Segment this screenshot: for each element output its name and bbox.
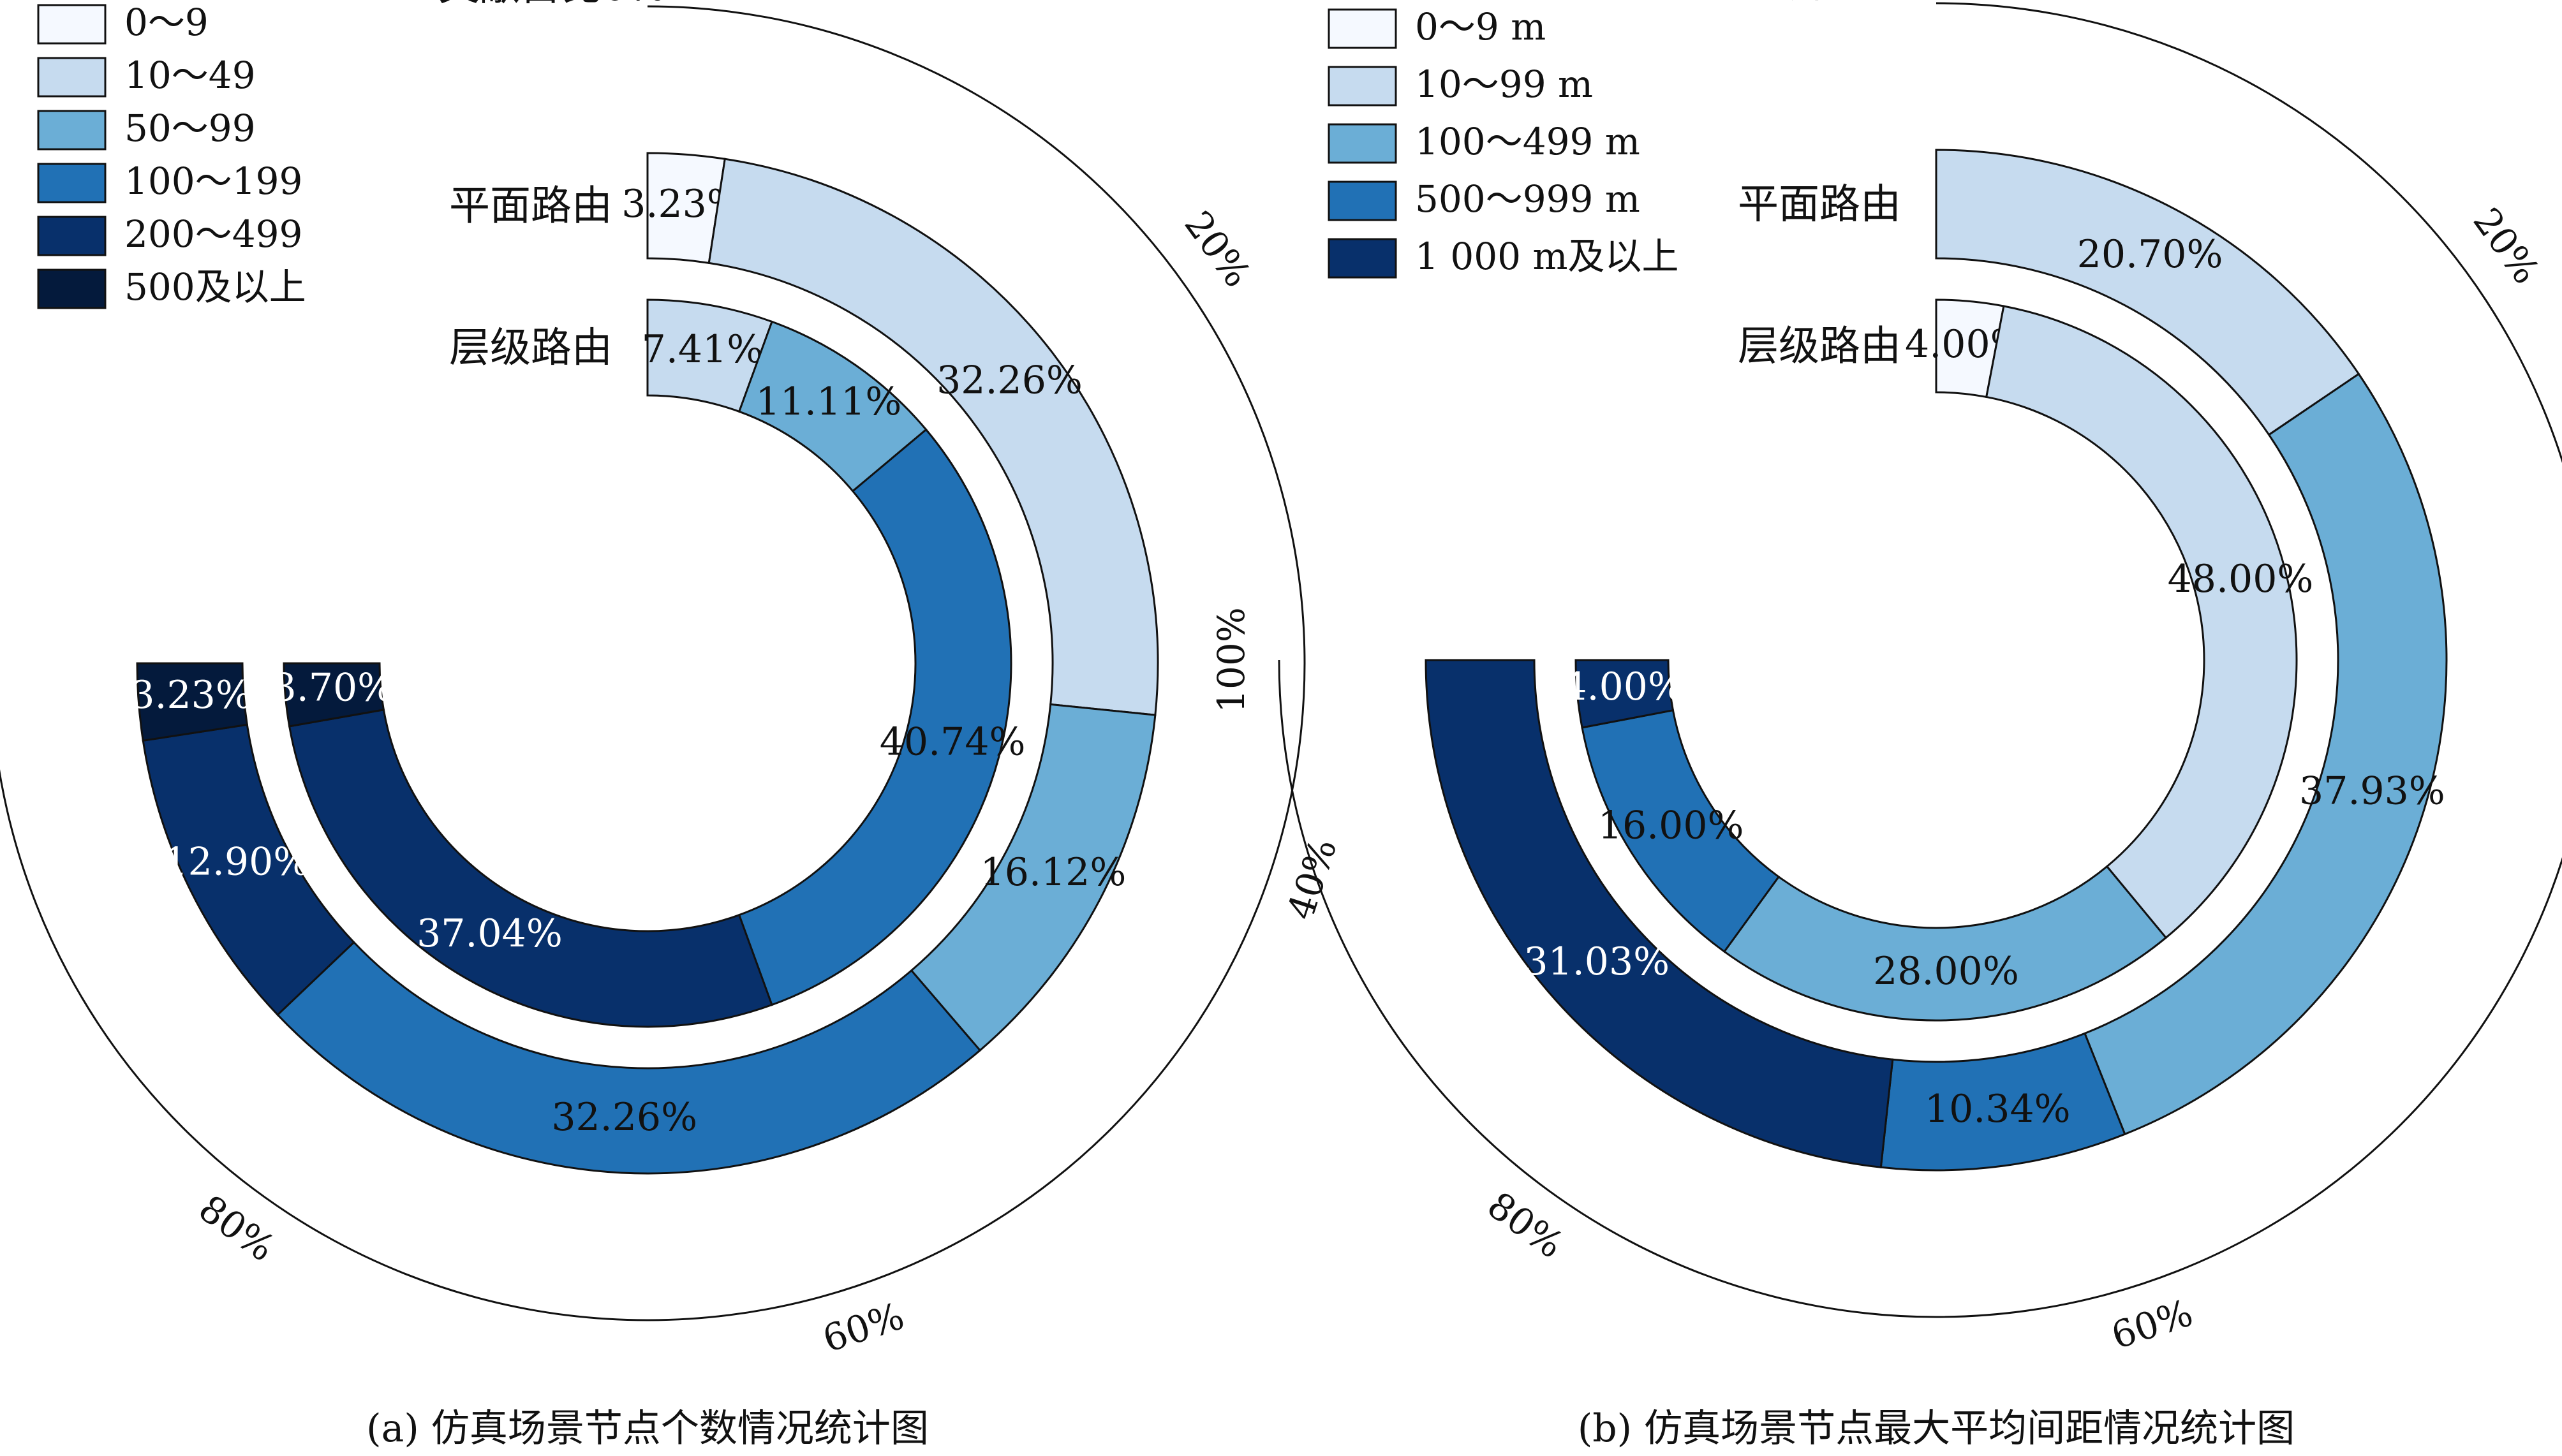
legend-swatch <box>1328 8 1397 49</box>
legend-label: 10～49 <box>124 54 256 97</box>
legend-swatch <box>37 110 107 151</box>
angle-axis-arc <box>1278 2 2562 1318</box>
legend-swatch <box>37 216 107 256</box>
legend-swatch <box>1328 123 1397 164</box>
legend-swatch <box>37 4 107 45</box>
panel-caption: (b) 仿真场景节点最大平均间距情况统计图 <box>1578 1406 2295 1451</box>
chart-panel-0: 20% 40% 60% 80% 100% 文献占比0% 平面路由 3.23% 32.26% 16.… <box>0 0 1345 1451</box>
legend-label: 10～99 m <box>1415 63 1593 106</box>
ring-name-label: 平面路由 <box>1738 181 1901 228</box>
ring-segment <box>2083 372 2448 1136</box>
ring-segment <box>1722 865 2168 1022</box>
ring-segment <box>707 158 1159 716</box>
segment-label: 3.23% <box>130 673 252 717</box>
ring-segment <box>737 428 1012 1006</box>
angle-axis-arc <box>0 5 1306 1321</box>
segment-label: 28.00% <box>1873 949 2019 994</box>
legend-label: 0～9 m <box>1415 5 1546 48</box>
ring-segment <box>283 662 385 728</box>
ring-segment <box>288 709 773 1028</box>
segment-label: 37.04% <box>417 911 563 956</box>
segment-label: 10.34% <box>1925 1087 2071 1131</box>
ring-segment <box>136 662 249 742</box>
legend-swatch <box>1328 238 1397 279</box>
legend-label: 50～99 <box>124 107 256 150</box>
ring-segment <box>1425 659 1894 1168</box>
tick-label: 80% <box>191 1186 283 1270</box>
tick-label: 20% <box>1176 203 1260 295</box>
tick-label: 60% <box>818 1294 910 1361</box>
ring-name-label: 层级路由 <box>449 325 612 372</box>
segment-label: 12.90% <box>163 840 309 885</box>
segment-label: 16.12% <box>981 850 1127 895</box>
tick-label: 80% <box>1479 1183 1571 1267</box>
legend-label: 100～199 <box>124 159 302 203</box>
tick-label: 40% <box>1278 834 1345 925</box>
segment-label: 48.00% <box>2168 557 2314 601</box>
segment-label: 20.70% <box>2077 232 2223 277</box>
tick-label: 20% <box>2465 200 2549 291</box>
tick-label: 100% <box>1210 607 1253 713</box>
panel-caption: (a) 仿真场景节点个数情况统计图 <box>366 1406 929 1451</box>
zero-label: 文献占比0% <box>1727 0 1955 7</box>
legend-label: 1 000 m及以上 <box>1415 235 1678 278</box>
segment-label: 37.93% <box>2299 769 2445 814</box>
tick-label: 60% <box>2107 1291 2198 1358</box>
legend-swatch <box>37 268 107 309</box>
legend-label: 500及以上 <box>124 265 306 309</box>
segment-label: 32.26% <box>937 358 1083 403</box>
segment-label: 32.26% <box>551 1095 697 1140</box>
legend-label: 0～9 <box>124 1 209 44</box>
segment-label: 7.41% <box>642 327 764 372</box>
ring-name-label: 平面路由 <box>449 183 612 230</box>
segment-label: 4.00% <box>1562 665 1684 709</box>
ring-segment <box>276 941 982 1175</box>
legend-label: 500～999 m <box>1415 177 1640 221</box>
legend-swatch <box>1328 66 1397 107</box>
segment-label: 40.74% <box>880 720 1026 765</box>
ring-name-label: 层级路由 <box>1738 323 1901 371</box>
chart-panel-1: 20% 40% 60% 80% 100% 文献占比0% 平面路由 20.70% 37.93% 10… <box>1210 0 2562 1451</box>
zero-label: 文献占比0% <box>438 0 667 10</box>
ring-segment <box>1574 659 1675 729</box>
legend-swatch <box>1328 180 1397 221</box>
segment-label: 16.00% <box>1598 803 1744 848</box>
legend-label: 100～499 m <box>1415 120 1640 163</box>
segment-label: 11.11% <box>756 379 902 424</box>
legend-label: 200～499 <box>124 212 302 256</box>
segment-label: 31.03% <box>1523 939 1670 984</box>
segment-label: 3.70% <box>272 666 394 710</box>
ring-segment <box>1985 305 2298 939</box>
legend-swatch <box>37 163 107 203</box>
legend-swatch <box>37 57 107 98</box>
